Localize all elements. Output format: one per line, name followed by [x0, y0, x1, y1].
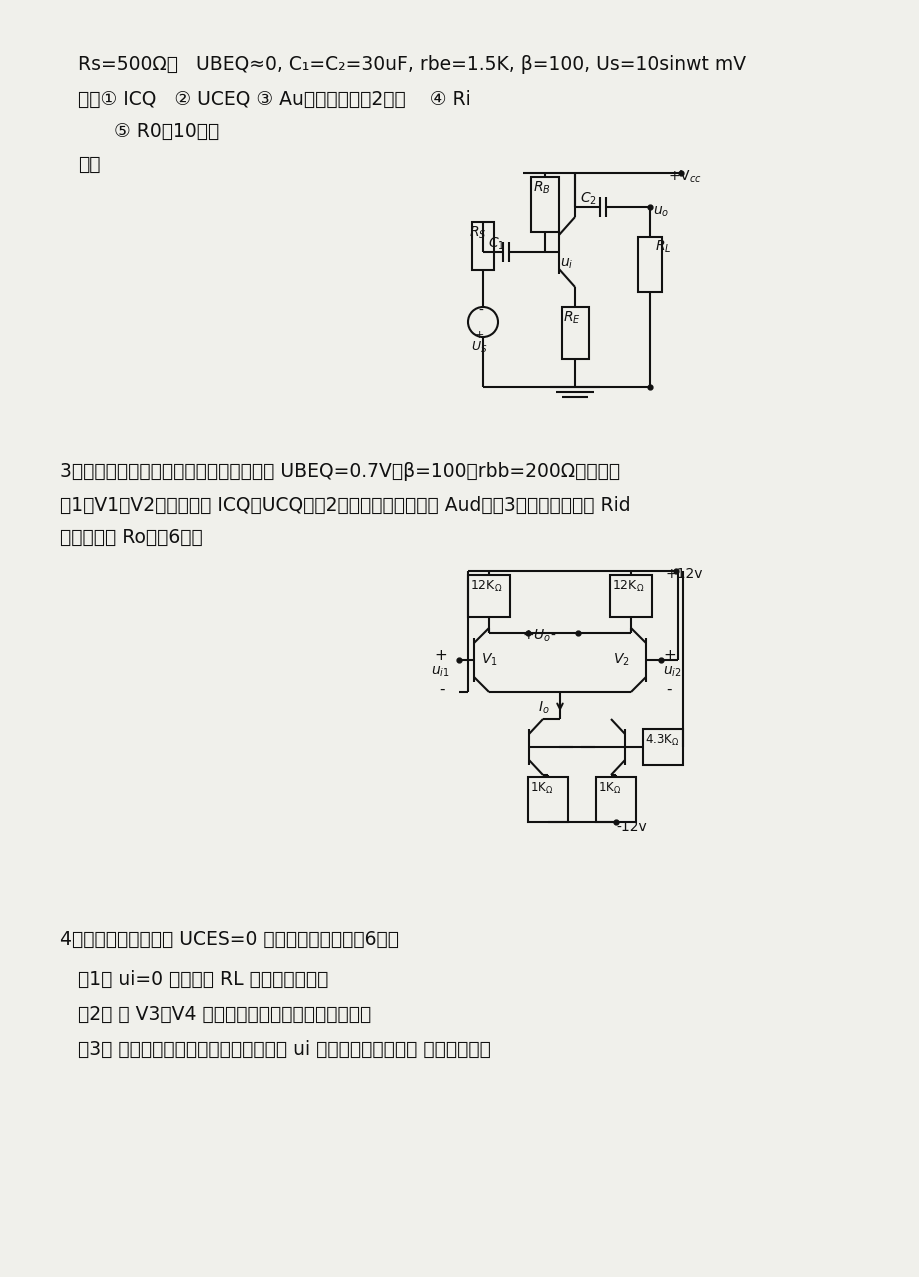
- Text: +: +: [474, 329, 483, 340]
- Text: 3、具有电流源的差分电路如图所示，已知 UBEQ=0.7V，β=100，rbb=200Ω，试求：: 3、具有电流源的差分电路如图所示，已知 UBEQ=0.7V，β=100，rbb=…: [60, 462, 619, 481]
- Text: $C_2$: $C_2$: [579, 192, 596, 207]
- Bar: [530, 178, 559, 232]
- Text: $u_{i2}$: $u_{i2}$: [663, 665, 681, 679]
- Text: （1） ui=0 时，流过 RL 的电流有多大？: （1） ui=0 时，流过 RL 的电流有多大？: [78, 971, 328, 988]
- Text: 和输出电阻 Ro；（6分）: 和输出电阻 Ro；（6分）: [60, 527, 202, 547]
- Text: ⑤ R0（10分）: ⑤ R0（10分）: [78, 123, 219, 140]
- Text: +V$_{cc}$: +V$_{cc}$: [667, 169, 701, 185]
- Bar: [528, 776, 567, 822]
- Text: 4.3K$_\Omega$: 4.3K$_\Omega$: [644, 733, 679, 748]
- Text: Rs=500Ω，   UBEQ≈0, C₁=C₂=30uF, rbe=1.5K, β=100, Us=10sinwt mV: Rs=500Ω， UBEQ≈0, C₁=C₂=30uF, rbe=1.5K, β…: [78, 55, 745, 74]
- Text: +12v: +12v: [665, 567, 703, 581]
- Text: （3） 为保证输出波形不失真，输入信号 ui 的最大幅度为多少？ 管耗为多少？: （3） 为保证输出波形不失真，输入信号 ui 的最大幅度为多少？ 管耗为多少？: [78, 1039, 491, 1059]
- Text: $R_L$: $R_L$: [654, 239, 671, 255]
- Bar: [609, 575, 652, 617]
- Text: $R_E$: $R_E$: [562, 310, 580, 327]
- Text: -: -: [438, 682, 444, 697]
- Text: $R_B$: $R_B$: [532, 180, 550, 197]
- Bar: [637, 238, 662, 292]
- Text: -: -: [665, 682, 671, 697]
- Text: 1K$_\Omega$: 1K$_\Omega$: [529, 782, 552, 796]
- Text: 求：① ICQ   ② UCEQ ③ Au（取小数点兴2位）    ④ Ri: 求：① ICQ ② UCEQ ③ Au（取小数点兴2位） ④ Ri: [78, 89, 471, 109]
- Text: +: +: [434, 647, 447, 663]
- Text: （1）V1、V2静态工作点 ICQ、UCQ；（2）差模电压放大倍数 Aud；（3）差模输入电阻 Rid: （1）V1、V2静态工作点 ICQ、UCQ；（2）差模电压放大倍数 Aud；（3…: [60, 495, 630, 515]
- Text: -: -: [478, 304, 482, 318]
- Text: $C_1$: $C_1$: [487, 236, 505, 253]
- Text: $u_{i1}$: $u_{i1}$: [430, 665, 449, 679]
- Text: $U_S$: $U_S$: [471, 340, 487, 355]
- Text: +: +: [663, 647, 675, 663]
- Text: 12K$_\Omega$: 12K$_\Omega$: [470, 578, 502, 594]
- Text: 12K$_\Omega$: 12K$_\Omega$: [611, 578, 644, 594]
- Text: $V_1$: $V_1$: [481, 653, 497, 668]
- Text: $u_o$: $u_o$: [652, 206, 669, 220]
- Text: 1K$_\Omega$: 1K$_\Omega$: [597, 782, 620, 796]
- Text: $R_S$: $R_S$: [469, 225, 486, 241]
- Text: $V_2$: $V_2$: [612, 653, 629, 668]
- Bar: [562, 306, 588, 359]
- Text: 4、电路如图所示，设 UCES=0 试回答下列问题：（6分）: 4、电路如图所示，设 UCES=0 试回答下列问题：（6分）: [60, 930, 399, 949]
- Text: +$U_o$-: +$U_o$-: [521, 628, 556, 645]
- Bar: [642, 729, 682, 765]
- Text: 解：: 解：: [78, 155, 100, 174]
- Bar: [596, 776, 635, 822]
- Bar: [468, 575, 509, 617]
- Text: -12v: -12v: [616, 820, 646, 834]
- Text: （2） 若 V3、V4 中有一个接反，会出现什么后果？: （2） 若 V3、V4 中有一个接反，会出现什么后果？: [78, 1005, 371, 1024]
- Text: $u_i$: $u_i$: [560, 257, 573, 272]
- Bar: [471, 222, 494, 269]
- Text: $I_o$: $I_o$: [538, 700, 549, 716]
